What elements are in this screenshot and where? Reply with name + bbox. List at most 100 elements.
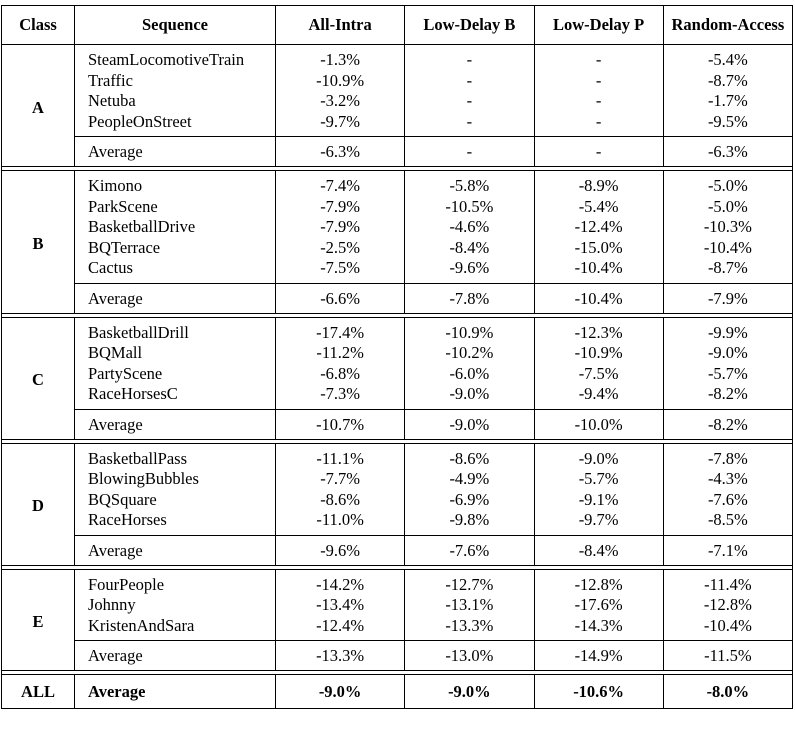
value-low-delay-p: -10.4%	[534, 258, 664, 283]
value-all-intra: -6.8%	[275, 363, 406, 384]
sequence-name: FourPeople	[74, 569, 276, 595]
value-low-delay-b: -9.0%	[404, 384, 535, 409]
sequence-name: ParkScene	[74, 196, 276, 217]
value-low-delay-p: -10.9%	[534, 343, 664, 364]
value-low-delay-p: -9.1%	[534, 489, 664, 510]
class-label: A	[1, 44, 75, 167]
average-all-intra: -9.6%	[275, 534, 406, 565]
value-all-intra: -7.3%	[275, 384, 406, 409]
average-label: Average	[74, 282, 276, 313]
average-row: Average -6.3% - - -6.3%	[2, 136, 793, 167]
value-all-intra: -11.1%	[275, 443, 406, 469]
value-low-delay-b: -5.8%	[404, 170, 535, 197]
value-low-delay-b: -9.8%	[404, 510, 535, 535]
value-low-delay-p: -8.9%	[534, 170, 664, 197]
value-low-delay-p: -5.7%	[534, 469, 664, 490]
average-all-intra: -10.7%	[275, 408, 406, 439]
sequence-name: BQMall	[74, 343, 276, 364]
value-low-delay-b: -9.6%	[404, 258, 535, 283]
value-low-delay-p: -	[534, 44, 664, 71]
value-low-delay-p: -	[534, 91, 664, 112]
value-low-delay-p: -5.4%	[534, 196, 664, 217]
sequence-name: Cactus	[74, 258, 276, 283]
sequence-name: BQTerrace	[74, 237, 276, 258]
average-low-delay-p: -10.0%	[534, 408, 664, 439]
table-row: Cactus -7.5% -9.6% -10.4% -8.7%	[2, 258, 793, 283]
sequence-name: Netuba	[74, 91, 276, 112]
overall-random-access: -8.0%	[706, 682, 750, 701]
average-low-delay-p: -14.9%	[534, 640, 664, 671]
group-separator-cell	[1, 670, 793, 675]
table-row: C BasketballDrill -17.4% -10.9% -12.3% -9.9%	[1, 317, 793, 439]
sequence-name: RaceHorsesC	[74, 384, 276, 409]
average-low-delay-p: -10.4%	[534, 282, 664, 313]
value-all-intra: -7.5%	[275, 258, 406, 283]
value-low-delay-p: -	[534, 70, 664, 91]
sequence-name: SteamLocomotiveTrain	[74, 44, 276, 71]
value-random-access: -8.2%	[707, 384, 748, 403]
header-low-delay-p: Low-Delay P	[534, 5, 664, 45]
table-row: PartyScene -6.8% -6.0% -7.5% -5.7%	[2, 363, 793, 384]
average-all-intra: -6.3%	[275, 136, 406, 167]
value-all-intra: -7.4%	[275, 170, 406, 197]
value-low-delay-b: -10.9%	[404, 317, 535, 343]
value-all-intra: -7.9%	[275, 217, 406, 238]
table-row: Netuba -3.2% - - -1.7%	[2, 91, 793, 112]
sequence-name: KristenAndSara	[74, 615, 276, 641]
average-low-delay-b: -9.0%	[404, 408, 535, 439]
sequence-name: RaceHorses	[74, 510, 276, 535]
value-random-access: -10.4%	[703, 237, 752, 257]
value-all-intra: -3.2%	[275, 91, 406, 112]
overall-class-label: ALL	[1, 674, 75, 709]
group-separator	[1, 312, 793, 318]
average-all-intra: -6.6%	[275, 282, 406, 313]
value-low-delay-b: -4.6%	[404, 217, 535, 238]
average-label: Average	[74, 136, 276, 167]
table-row: ParkScene -7.9% -10.5% -5.4% -5.0%	[2, 196, 793, 217]
table-row: BQMall -11.2% -10.2% -10.9% -9.0%	[2, 343, 793, 364]
table-body: A SteamLocomotiveTrain -1.3% - - -5.4% Traffic…	[1, 44, 793, 709]
value-all-intra: -7.9%	[275, 196, 406, 217]
group-separator-cell	[1, 564, 793, 570]
overall-average-label: Average	[74, 674, 276, 709]
value-low-delay-p: -9.0%	[534, 443, 664, 469]
average-low-delay-b: -13.0%	[404, 640, 535, 671]
value-random-access: -9.5%	[707, 111, 748, 131]
value-random-access: -5.4%	[707, 50, 748, 69]
group-separator-cell	[1, 312, 793, 318]
overall-low-delay-b: -9.0%	[404, 674, 535, 709]
table-row: RaceHorsesC -7.3% -9.0% -9.4% -8.2%	[2, 384, 793, 409]
average-label: Average	[74, 408, 276, 439]
value-low-delay-b: -6.0%	[404, 363, 535, 384]
header-row: Class Sequence All-Intra Low-Delay B Low…	[1, 5, 793, 45]
sequence-name: BasketballDrill	[74, 317, 276, 343]
value-low-delay-b: -8.4%	[404, 237, 535, 258]
value-all-intra: -2.5%	[275, 237, 406, 258]
value-low-delay-p: -14.3%	[534, 615, 664, 641]
value-low-delay-b: -	[404, 44, 535, 71]
results-table: Class Sequence All-Intra Low-Delay B Low…	[1, 5, 793, 709]
average-low-delay-p: -	[534, 136, 664, 167]
header-class: Class	[1, 5, 75, 45]
average-random-access: -11.5%	[663, 640, 793, 671]
table-row: Johnny -13.4% -13.1% -17.6% -12.8%	[2, 595, 793, 616]
table-row: E FourPeople -14.2% -12.7% -12.8% -11.4%	[1, 569, 793, 671]
value-low-delay-p: -17.6%	[534, 595, 664, 616]
overall-low-delay-p: -10.6%	[534, 674, 664, 709]
value-low-delay-b: -	[404, 91, 535, 112]
group-separator	[1, 438, 793, 444]
value-low-delay-b: -8.6%	[404, 443, 535, 469]
header-low-delay-b: Low-Delay B	[404, 5, 535, 45]
value-all-intra: -13.4%	[275, 595, 406, 616]
value-random-access: -9.0%	[707, 343, 748, 362]
average-random-access: -7.1%	[663, 534, 793, 565]
value-random-access: -8.7%	[707, 70, 748, 90]
sequence-name: Traffic	[74, 70, 276, 91]
value-low-delay-p: -12.8%	[534, 569, 664, 595]
value-low-delay-b: -10.5%	[404, 196, 535, 217]
value-low-delay-p: -	[534, 111, 664, 137]
value-all-intra: -10.9%	[275, 70, 406, 91]
sequence-name: PartyScene	[74, 363, 276, 384]
sequence-name: Johnny	[74, 595, 276, 616]
value-low-delay-b: -	[404, 70, 535, 91]
